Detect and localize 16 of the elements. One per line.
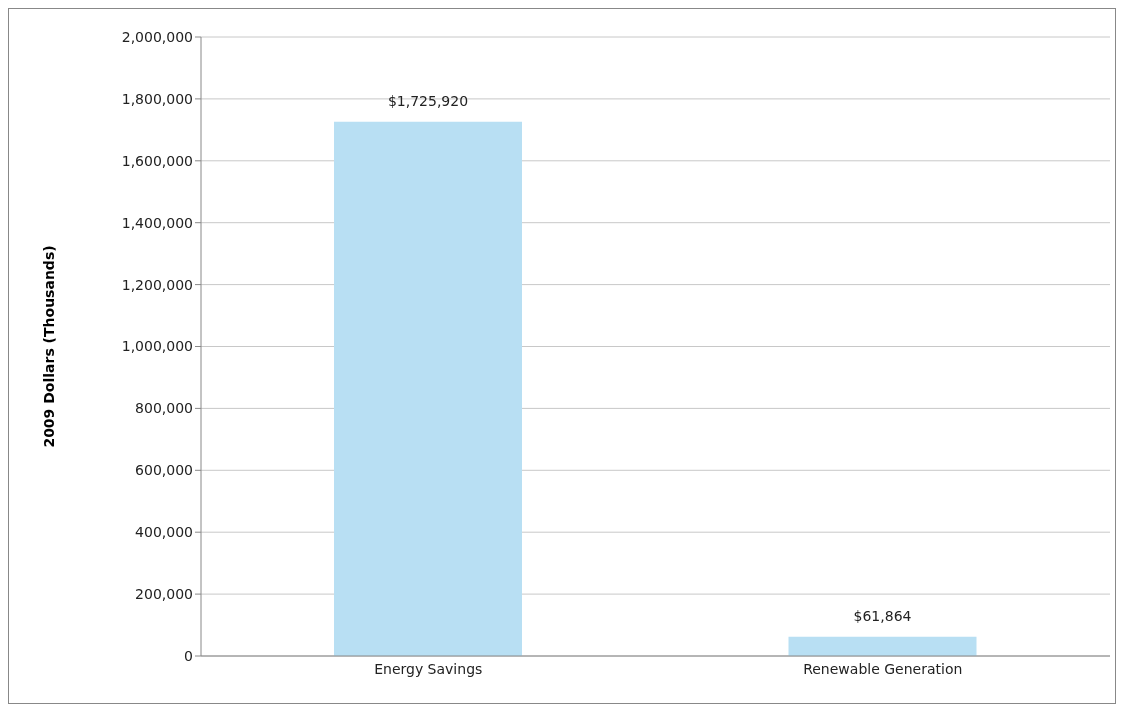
x-tick-label: Renewable Generation — [803, 660, 963, 677]
y-tick-label: 1,400,000 — [121, 214, 193, 231]
y-tick-label: 400,000 — [135, 524, 193, 541]
y-tick-label: 600,000 — [135, 462, 193, 479]
data-label: $1,725,920 — [387, 92, 469, 109]
y-tick-label: 1,600,000 — [121, 152, 193, 169]
x-tick-label: Energy Savings — [374, 660, 483, 677]
y-tick-label: 2,000,000 — [121, 28, 193, 45]
y-tick-label: 1,000,000 — [121, 338, 193, 355]
y-axis-title: 2009 Dollars (Thousands) — [40, 245, 57, 448]
data-label: $61,864 — [853, 607, 912, 624]
y-tick-label: 800,000 — [135, 400, 193, 417]
y-tick-label: 1,800,000 — [121, 90, 193, 107]
y-tick-label: 1,200,000 — [121, 276, 193, 293]
y-tick-label: 200,000 — [135, 586, 193, 603]
y-tick-label: 0 — [184, 647, 193, 664]
